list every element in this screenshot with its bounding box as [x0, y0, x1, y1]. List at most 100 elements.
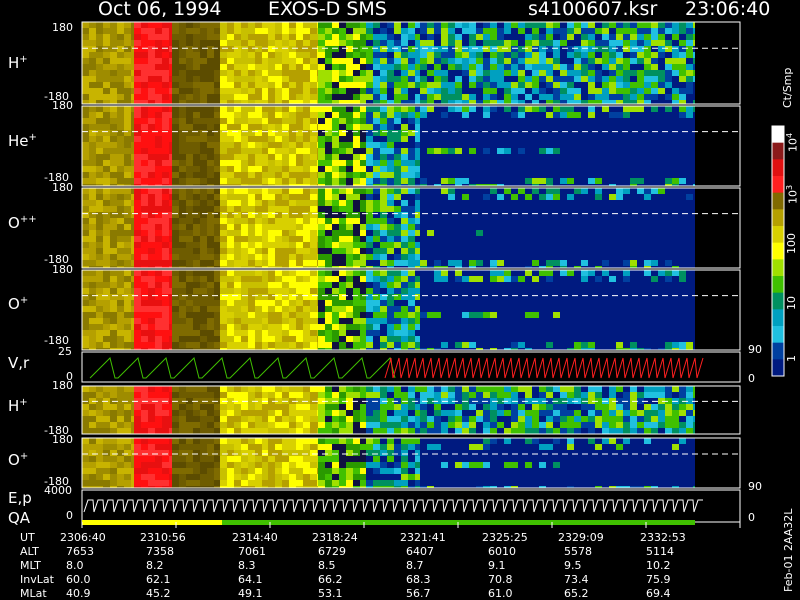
opp-panel-cell: [200, 266, 207, 268]
h-panel-cell: [567, 28, 574, 34]
he-panel-cell: [504, 112, 511, 118]
o-panel-cell: [117, 282, 124, 288]
he-panel-cell: [546, 154, 553, 160]
opp-panel-cell: [360, 236, 366, 242]
o-panel-cell: [427, 282, 434, 288]
he-panel-cell: [200, 178, 207, 184]
he-panel-cell: [193, 106, 200, 112]
he-panel-cell: [679, 160, 686, 166]
o-panel-cell: [518, 294, 525, 300]
o-panel-cell: [241, 306, 248, 312]
he-panel-cell: [141, 106, 148, 112]
opp-panel-cell: [103, 212, 110, 218]
he-panel-cell: [581, 130, 588, 136]
opp-panel-cell: [672, 236, 679, 242]
opp-panel-cell: [339, 188, 346, 194]
h-panel-cell: [525, 100, 532, 104]
h-panel-cell: [387, 76, 394, 82]
h-panel-cell: [455, 76, 462, 82]
h-panel-cell: [310, 82, 317, 88]
opp-panel-cell: [539, 242, 546, 248]
h-panel-cell: [82, 70, 89, 76]
h-panel-cell: [574, 100, 581, 104]
h-panel-cell: [401, 46, 408, 52]
opp-panel-cell: [518, 266, 525, 268]
he-panel-cell: [275, 166, 282, 172]
o-panel-cell: [434, 318, 441, 324]
opp-panel-cell: [169, 200, 172, 206]
h-panel-cell: [275, 46, 282, 52]
o-panel-cell: [567, 270, 574, 276]
h-panel-cell: [651, 94, 658, 100]
h-panel-cell: [169, 58, 172, 64]
he-panel-cell: [289, 130, 296, 136]
opp-panel-cell: [303, 194, 310, 200]
opp-panel-cell: [539, 188, 546, 194]
o-panel-cell: [148, 282, 155, 288]
h-panel-cell: [155, 64, 162, 70]
he-panel-cell: [511, 178, 518, 184]
o-panel-cell: [387, 306, 394, 312]
opp-panel-cell: [490, 266, 497, 268]
opp-panel-cell: [609, 200, 616, 206]
he-panel-cell: [588, 142, 595, 148]
o-panel-cell: [616, 330, 623, 336]
o-panel-cell: [408, 282, 415, 288]
he-panel-cell: [353, 154, 360, 160]
he-panel-cell: [469, 166, 476, 172]
he-panel-cell: [679, 148, 686, 154]
he-panel-cell: [96, 172, 103, 178]
he-panel-cell: [103, 184, 110, 186]
opp-panel-cell: [268, 242, 275, 248]
h-panel-cell: [511, 82, 518, 88]
opp-panel-cell: [483, 236, 490, 242]
opp-panel-cell: [469, 194, 476, 200]
opp-panel-cell: [665, 266, 672, 268]
he-panel-cell: [103, 154, 110, 160]
opp-panel-cell: [117, 254, 124, 260]
o-panel-cell: [317, 270, 318, 276]
o-panel-cell: [172, 288, 179, 294]
he-panel-cell: [546, 106, 553, 112]
o-panel-cell: [574, 300, 581, 306]
o-panel-cell: [289, 270, 296, 276]
h-panel-cell: [616, 94, 623, 100]
opp-panel-cell: [289, 188, 296, 194]
he-panel-cell: [172, 184, 179, 186]
h-panel-cell: [303, 88, 310, 94]
opp-panel-cell: [89, 206, 96, 212]
he-panel-cell: [155, 172, 162, 178]
he-panel-cell: [427, 136, 434, 142]
o-panel-cell: [483, 300, 490, 306]
h-panel-cell: [630, 22, 637, 28]
opp-panel-cell: [332, 200, 339, 206]
h-panel-cell: [339, 88, 346, 94]
o-panel-cell: [262, 270, 268, 276]
h-panel-cell: [353, 46, 360, 52]
opp-panel-cell: [686, 242, 693, 248]
h-panel-cell: [117, 88, 124, 94]
h-panel-cell: [89, 100, 96, 104]
opp-panel-cell: [455, 200, 462, 206]
he-panel-cell: [518, 136, 525, 142]
opp-panel-cell: [207, 194, 214, 200]
h-panel-cell: [387, 40, 394, 46]
h-panel-cell: [609, 100, 616, 104]
opp-panel-cell: [325, 266, 332, 268]
opp-panel-cell: [497, 242, 504, 248]
opp-panel-cell: [155, 218, 162, 224]
o-panel-cell: [567, 324, 574, 330]
opp-panel-cell: [296, 224, 303, 230]
he-panel-cell: [141, 166, 148, 172]
opp-panel-cell: [644, 218, 651, 224]
h-panel-cell: [96, 64, 103, 70]
o-panel-cell: [553, 318, 560, 324]
he-panel-cell: [110, 130, 117, 136]
o-panel-cell: [373, 330, 380, 336]
o-panel-cell: [490, 294, 497, 300]
he-panel-cell: [483, 136, 490, 142]
o-panel-cell: [567, 348, 574, 350]
h-panel-cell: [420, 34, 427, 40]
o-panel-cell: [193, 300, 200, 306]
o-panel-cell: [193, 282, 200, 288]
